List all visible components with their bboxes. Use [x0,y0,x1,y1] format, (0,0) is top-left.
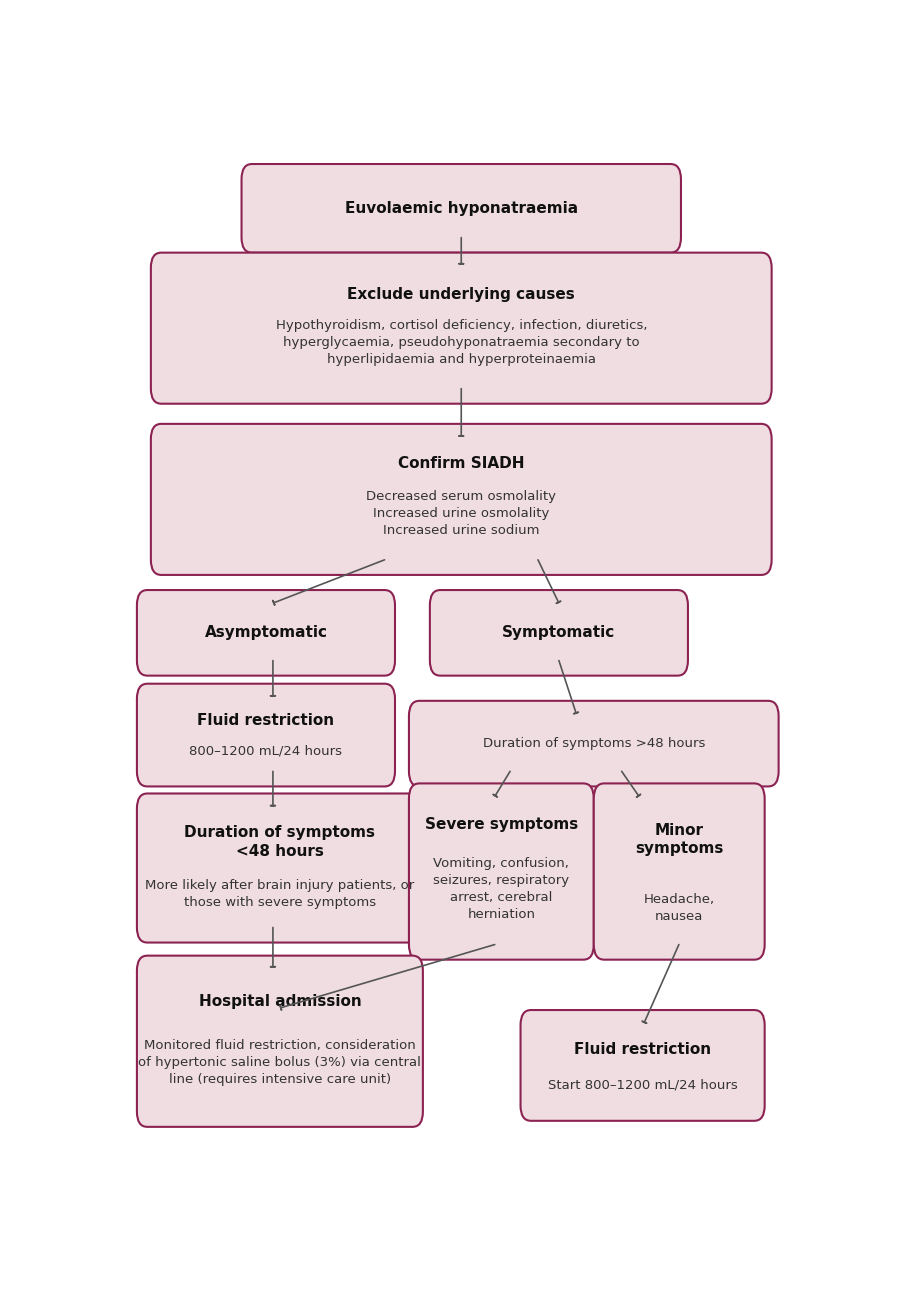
FancyBboxPatch shape [241,164,681,252]
Text: Hypothyroidism, cortisol deficiency, infection, diuretics,
hyperglycaemia, pseud: Hypothyroidism, cortisol deficiency, inf… [275,319,647,366]
Text: Confirm SIADH: Confirm SIADH [398,455,525,471]
Text: Symptomatic: Symptomatic [502,625,616,641]
FancyBboxPatch shape [409,701,778,786]
Text: 800–1200 mL/24 hours: 800–1200 mL/24 hours [190,744,343,757]
Text: Fluid restriction: Fluid restriction [574,1041,711,1057]
FancyBboxPatch shape [430,590,688,676]
Text: Hospital admission: Hospital admission [199,994,361,1010]
FancyBboxPatch shape [137,956,423,1127]
FancyBboxPatch shape [137,684,395,786]
FancyBboxPatch shape [137,590,395,676]
FancyBboxPatch shape [151,252,771,404]
Text: Minor
symptoms: Minor symptoms [635,823,724,857]
Text: Duration of symptoms >48 hours: Duration of symptoms >48 hours [482,738,705,749]
Text: Euvolaemic hyponatraemia: Euvolaemic hyponatraemia [345,201,578,216]
FancyBboxPatch shape [137,794,423,943]
Text: Duration of symptoms
<48 hours: Duration of symptoms <48 hours [184,825,375,858]
FancyBboxPatch shape [594,783,765,960]
Text: Headache,
nausea: Headache, nausea [644,893,715,923]
FancyBboxPatch shape [151,424,771,576]
FancyBboxPatch shape [409,783,594,960]
Text: Exclude underlying causes: Exclude underlying causes [347,286,575,302]
Text: Vomiting, confusion,
seizures, respiratory
arrest, cerebral
herniation: Vomiting, confusion, seizures, respirato… [433,857,570,921]
Text: More likely after brain injury patients, or
those with severe symptoms: More likely after brain injury patients,… [145,879,415,909]
Text: Start 800–1200 mL/24 hours: Start 800–1200 mL/24 hours [548,1078,737,1091]
Text: Decreased serum osmolality
Increased urine osmolality
Increased urine sodium: Decreased serum osmolality Increased uri… [366,490,556,538]
FancyBboxPatch shape [520,1010,765,1121]
Text: Severe symptoms: Severe symptoms [425,818,578,832]
Text: Monitored fluid restriction, consideration
of hypertonic saline bolus (3%) via c: Monitored fluid restriction, considerati… [139,1039,421,1086]
Text: Fluid restriction: Fluid restriction [197,713,335,729]
Text: Asymptomatic: Asymptomatic [204,625,328,641]
